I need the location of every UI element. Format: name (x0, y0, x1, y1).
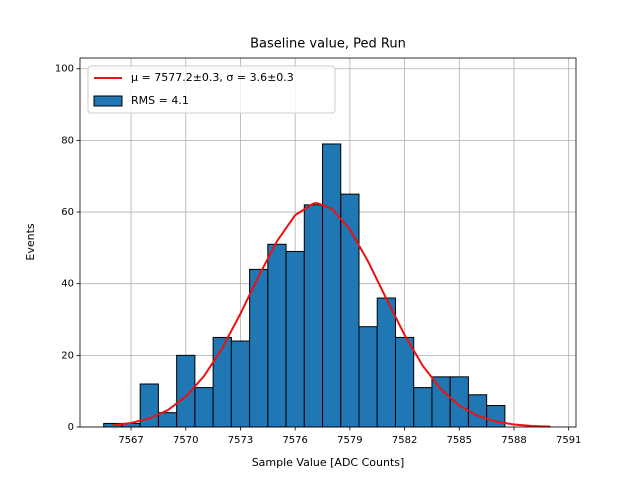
legend-patch (93, 95, 123, 107)
bar (394, 336, 415, 428)
x-tick-label: 7573 (228, 435, 253, 446)
bar (249, 268, 269, 428)
bar (467, 394, 488, 428)
bar (212, 336, 232, 428)
bar (376, 297, 396, 428)
bar (194, 387, 214, 428)
x-axis-label: Sample Value [ADC Counts] (252, 456, 405, 469)
legend-label: RMS = 4.1 (131, 94, 189, 107)
y-tick-label: 80 (61, 135, 74, 146)
plot-frame (79, 57, 577, 428)
bar (413, 387, 433, 428)
bar (449, 376, 469, 428)
y-tick-label: 40 (61, 279, 74, 290)
x-tick-label: 7579 (337, 435, 362, 446)
bar (285, 250, 305, 428)
y-tick-label: 0 (68, 422, 74, 433)
y-tick-label: 20 (61, 350, 74, 361)
x-tick-label: 7588 (501, 435, 526, 446)
x-tick-label: 7570 (173, 435, 198, 446)
bar (157, 412, 178, 428)
marks (103, 143, 551, 428)
bar (303, 204, 324, 428)
bar (230, 340, 251, 428)
legend-box (87, 65, 336, 114)
fit-line (112, 202, 551, 428)
y-tick-label: 100 (55, 64, 74, 75)
y-tick-label: 60 (61, 207, 74, 218)
x-tick-label: 7585 (447, 435, 472, 446)
chart-title: Baseline value, Ped Run (250, 37, 406, 52)
bar (431, 376, 451, 428)
bar (358, 326, 378, 428)
bar (486, 405, 506, 428)
y-axis-label: Events (24, 223, 37, 261)
bar (322, 143, 342, 428)
x-tick-label: 7582 (392, 435, 417, 446)
x-tick-label: 7567 (118, 435, 143, 446)
bar (267, 243, 287, 428)
x-tick-label: 7591 (556, 435, 581, 446)
x-tick-label: 7576 (282, 435, 307, 446)
legend-label: μ = 7577.2±0.3, σ = 3.6±0.3 (131, 71, 294, 84)
bar (176, 354, 196, 428)
